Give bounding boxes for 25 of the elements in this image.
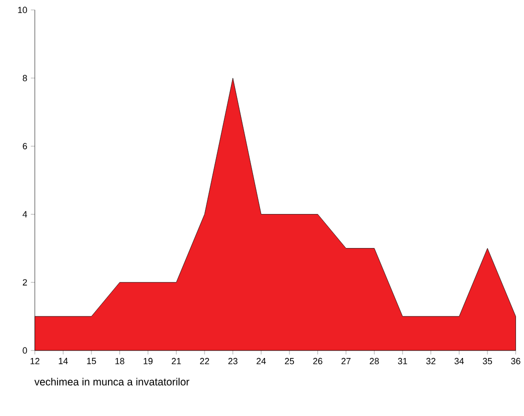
x-tick-label: 19 (144, 358, 153, 364)
x-tick-label: 35 (482, 358, 492, 364)
y-tick-label: 0 (22, 347, 28, 354)
y-tick-label: 4 (22, 211, 28, 218)
x-tick-label: 12 (30, 358, 40, 364)
x-tick-label: 26 (313, 358, 322, 364)
y-tick-label: 8 (22, 74, 27, 82)
x-tick-label: 34 (454, 358, 464, 364)
x-tick-label: 25 (284, 358, 294, 364)
x-tick-label: 31 (398, 358, 408, 364)
x-tick-label: 22 (200, 358, 210, 364)
x-tick-label: 15 (87, 358, 96, 364)
y-tick-label: 2 (22, 279, 27, 286)
x-tick-label: 18 (115, 358, 124, 364)
x-tick-label: 28 (370, 358, 379, 364)
x-axis-title: vechimea in munca a invatatorilor (34, 378, 190, 386)
y-tick-label: 6 (22, 142, 27, 150)
x-tick-label: 27 (341, 358, 351, 364)
x-tick-label: 14 (58, 358, 68, 364)
x-tick-label: 36 (511, 358, 520, 364)
x-tick-label: 21 (172, 358, 181, 364)
y-tick-label: 10 (18, 6, 28, 14)
x-tick-label: 32 (426, 358, 436, 364)
x-tick-label: 23 (228, 358, 238, 364)
x-tick-label: 24 (256, 358, 266, 364)
